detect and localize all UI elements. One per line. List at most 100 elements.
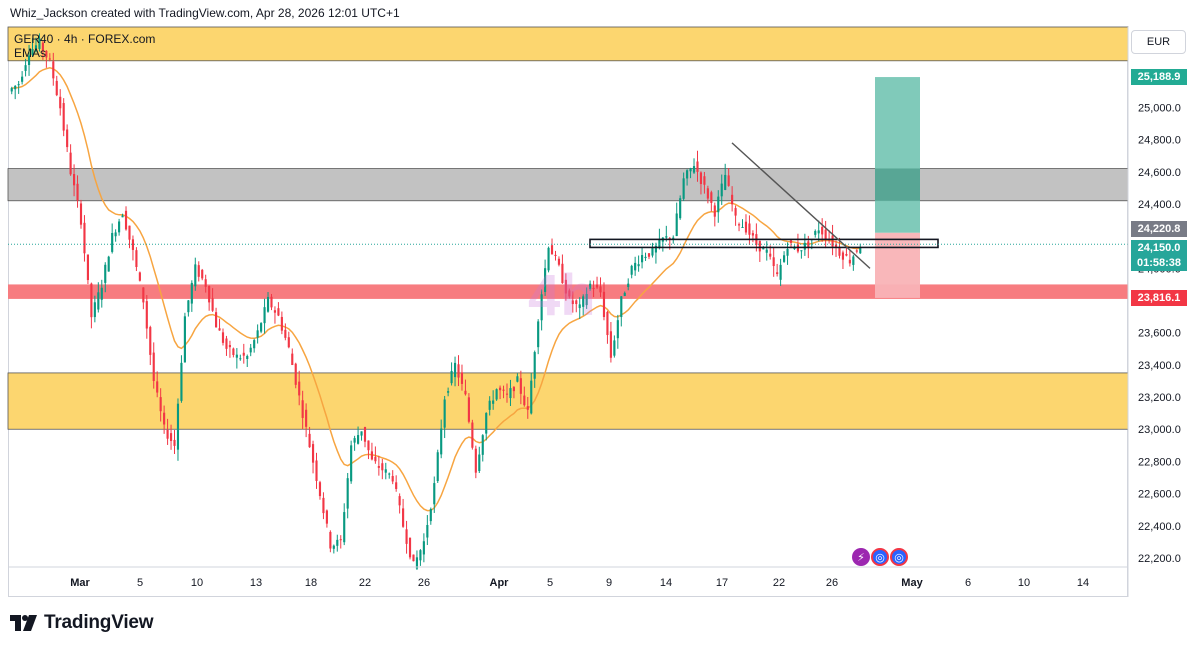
zone-lower-demand (7, 372, 1129, 430)
candle-body (360, 431, 363, 436)
candle-body (703, 176, 706, 185)
lightning-icon[interactable]: ⚡ (852, 548, 870, 566)
candle-body (533, 352, 536, 379)
candle-body (277, 308, 280, 316)
time-tick-label: May (901, 577, 923, 589)
candle-body (744, 221, 748, 233)
candle-body (595, 284, 599, 288)
candle-body (817, 230, 820, 234)
candle-body (485, 413, 488, 434)
candle-body (564, 279, 567, 294)
currency-selector[interactable]: EUR (1131, 30, 1186, 54)
chart-legend[interactable]: GER40 · 4h · FOREX.com EMAs (14, 32, 155, 60)
candle-body (530, 380, 533, 414)
candle-body (121, 215, 124, 218)
candle-body (79, 203, 83, 225)
candle-body (710, 192, 713, 203)
footer-brand[interactable]: TradingView (10, 612, 154, 634)
candle-body (786, 248, 789, 256)
candle-body (107, 256, 110, 272)
position-target-box (875, 77, 920, 233)
candle-body (654, 245, 658, 253)
candle-body (478, 454, 481, 472)
candle-body (692, 166, 696, 173)
candle-body (582, 296, 585, 307)
candle-body (370, 451, 374, 460)
time-tick-label: 5 (137, 577, 143, 589)
candle-body (367, 440, 370, 451)
footer-brand-text: TradingView (44, 612, 154, 633)
candle-body (855, 250, 858, 252)
candle-body (391, 475, 394, 482)
candle-body (38, 38, 41, 49)
candle-body (287, 337, 290, 348)
price-tick-label: 23,200.0 (1138, 392, 1181, 404)
candle-body (561, 263, 564, 284)
candle-body (706, 188, 709, 199)
calendar-event-icon[interactable]: ◎ (871, 548, 889, 566)
last-price-tag: 24,150.0 (1131, 240, 1187, 257)
candle-body (31, 48, 34, 55)
candle-body (398, 496, 401, 506)
candle-body (523, 395, 526, 406)
candle-body (620, 296, 623, 318)
zone-grey-resistance (7, 168, 1129, 202)
candle-body (211, 298, 214, 311)
candle-body (377, 466, 380, 468)
candle-body (318, 482, 322, 497)
candle-body (187, 300, 190, 313)
candle-body (145, 301, 148, 329)
candle-body (298, 381, 301, 396)
time-axis: Mar 5 10 13 18 22 26 Apr 5 9 14 17 22 26 May 6 10 14 (8, 566, 1128, 589)
economic-event-icon[interactable]: ◎ (890, 548, 908, 566)
event-icons: ⚡ ◎ ◎ (852, 548, 908, 566)
candle-body (841, 252, 845, 260)
candle-body (526, 406, 529, 410)
candle-body (765, 249, 768, 253)
candle-body (557, 258, 561, 265)
candle-body (724, 174, 727, 190)
candle-body (436, 452, 439, 482)
symbol-info[interactable]: GER40 · 4h · FOREX.com (14, 32, 156, 46)
position-stop-box (875, 232, 920, 298)
candle-body (824, 229, 827, 240)
price-tick-label: 25,000.0 (1138, 102, 1181, 114)
candle-body (634, 262, 637, 271)
candle-body (381, 463, 384, 471)
candle-body (512, 387, 516, 392)
candle-body (630, 265, 633, 275)
candle-body (408, 537, 412, 558)
candle-body (848, 259, 851, 264)
candle-body (433, 483, 436, 505)
candle-body (169, 433, 173, 442)
indicator-label[interactable]: EMAs (14, 46, 47, 60)
price-chart[interactable]: 25,400.025,000.024,800.024,600.024,400.0… (0, 0, 1200, 600)
candle-body (859, 247, 862, 254)
time-tick-label: 26 (826, 577, 838, 589)
zone-upper-supply (7, 26, 1129, 62)
candle-body (156, 381, 159, 393)
candle-body (353, 438, 356, 443)
candle-body (266, 297, 270, 312)
candle-body (190, 282, 193, 304)
candle-body (100, 287, 103, 300)
candle-body (537, 321, 540, 348)
candle-body (176, 403, 180, 450)
price-tick-label: 22,200.0 (1138, 553, 1181, 565)
candle-body (440, 428, 443, 455)
price-tick-label: 23,600.0 (1138, 328, 1181, 340)
candle-body (772, 257, 775, 267)
candle-body (270, 296, 273, 308)
candle-body (779, 264, 782, 280)
candle-body (17, 84, 20, 86)
candle-body (550, 245, 554, 255)
candle-body (34, 45, 38, 50)
candle-body (509, 388, 512, 399)
zone-red-support (8, 284, 1128, 299)
time-tick-label: 22 (773, 577, 785, 589)
candle-body (751, 233, 754, 236)
candle-body (460, 372, 464, 384)
candle-body (516, 376, 519, 382)
candle-body (606, 311, 609, 336)
candle-body (589, 283, 592, 289)
